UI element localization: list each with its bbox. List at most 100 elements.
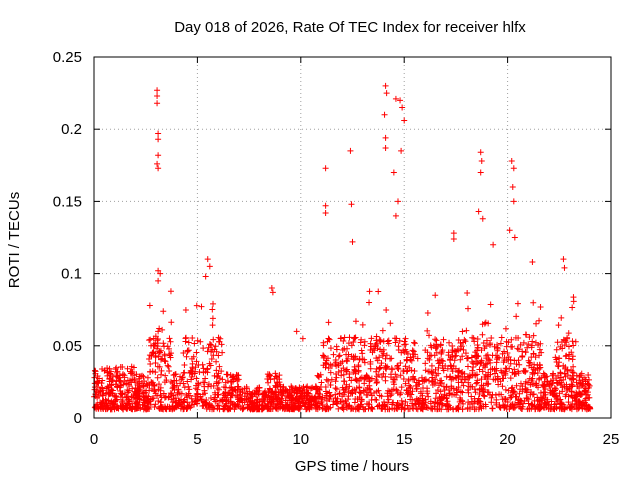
data-point — [167, 405, 174, 412]
data-point — [200, 379, 207, 386]
data-point — [164, 343, 171, 350]
data-point — [152, 333, 159, 340]
data-point — [428, 362, 435, 369]
data-point — [453, 387, 460, 394]
data-point — [219, 376, 226, 383]
data-point — [212, 343, 219, 350]
data-point — [411, 367, 418, 374]
data-point — [155, 277, 162, 284]
data-point — [280, 390, 287, 397]
data-point — [485, 369, 492, 376]
data-point — [459, 328, 466, 335]
data-point — [156, 363, 163, 370]
data-point — [462, 338, 469, 345]
data-point — [349, 238, 356, 245]
data-point — [447, 362, 454, 369]
data-point — [419, 378, 426, 385]
data-point — [392, 212, 399, 219]
data-point — [478, 347, 485, 354]
data-point — [94, 373, 101, 380]
data-point — [497, 340, 504, 347]
data-point — [191, 401, 198, 408]
data-point — [426, 356, 433, 363]
data-point — [585, 372, 592, 379]
data-point — [206, 341, 213, 348]
data-point — [379, 327, 386, 334]
data-point — [334, 395, 341, 402]
data-point — [373, 376, 380, 383]
data-point — [381, 111, 388, 118]
data-point — [556, 390, 563, 397]
data-point — [514, 345, 521, 352]
data-point — [201, 383, 208, 390]
data-point — [564, 335, 571, 342]
data-point — [485, 389, 492, 396]
data-point — [358, 347, 365, 354]
data-point — [483, 337, 490, 344]
data-point — [172, 404, 179, 411]
data-point — [134, 400, 141, 407]
data-point — [347, 147, 354, 154]
data-point — [451, 357, 458, 364]
data-point — [366, 385, 373, 392]
data-point — [559, 384, 566, 391]
data-point — [212, 391, 219, 398]
data-point — [388, 374, 395, 381]
data-point — [322, 202, 329, 209]
data-point — [236, 397, 243, 404]
data-point — [129, 406, 136, 413]
data-point — [436, 382, 443, 389]
data-point — [451, 391, 458, 398]
data-point — [382, 144, 389, 151]
data-point — [398, 397, 405, 404]
data-point — [443, 384, 450, 391]
data-point — [205, 344, 212, 351]
data-point — [516, 361, 523, 368]
data-point — [223, 392, 230, 399]
data-point — [202, 400, 209, 407]
data-point — [341, 334, 348, 341]
data-point — [472, 389, 479, 396]
data-point — [486, 357, 493, 364]
data-point — [175, 386, 182, 393]
data-point — [530, 350, 537, 357]
data-point — [200, 345, 207, 352]
data-point — [529, 371, 536, 378]
data-point — [483, 343, 490, 350]
data-point — [325, 319, 332, 326]
data-point — [138, 380, 145, 387]
data-point — [464, 289, 471, 296]
data-point — [565, 330, 572, 337]
data-point — [432, 376, 439, 383]
data-point — [216, 338, 223, 345]
data-point — [391, 381, 398, 388]
data-point — [152, 354, 159, 361]
data-point — [368, 405, 375, 412]
data-point — [432, 395, 439, 402]
data-point — [193, 397, 200, 404]
data-point — [99, 384, 106, 391]
data-point — [405, 406, 412, 413]
data-point — [502, 401, 509, 408]
data-point — [492, 376, 499, 383]
data-point — [194, 386, 201, 393]
data-point — [533, 380, 540, 387]
data-point — [496, 403, 503, 410]
data-point — [499, 383, 506, 390]
data-point — [348, 377, 355, 384]
data-point — [471, 338, 478, 345]
data-point — [528, 401, 535, 408]
data-point — [393, 335, 400, 342]
data-point — [402, 346, 409, 353]
data-point — [99, 377, 106, 384]
data-point — [343, 368, 350, 375]
data-point — [211, 346, 218, 353]
data-point — [184, 405, 191, 412]
data-point — [128, 379, 135, 386]
data-point — [210, 382, 217, 389]
data-point — [313, 385, 320, 392]
data-point — [206, 405, 213, 412]
data-point — [274, 382, 281, 389]
data-point — [147, 336, 154, 343]
